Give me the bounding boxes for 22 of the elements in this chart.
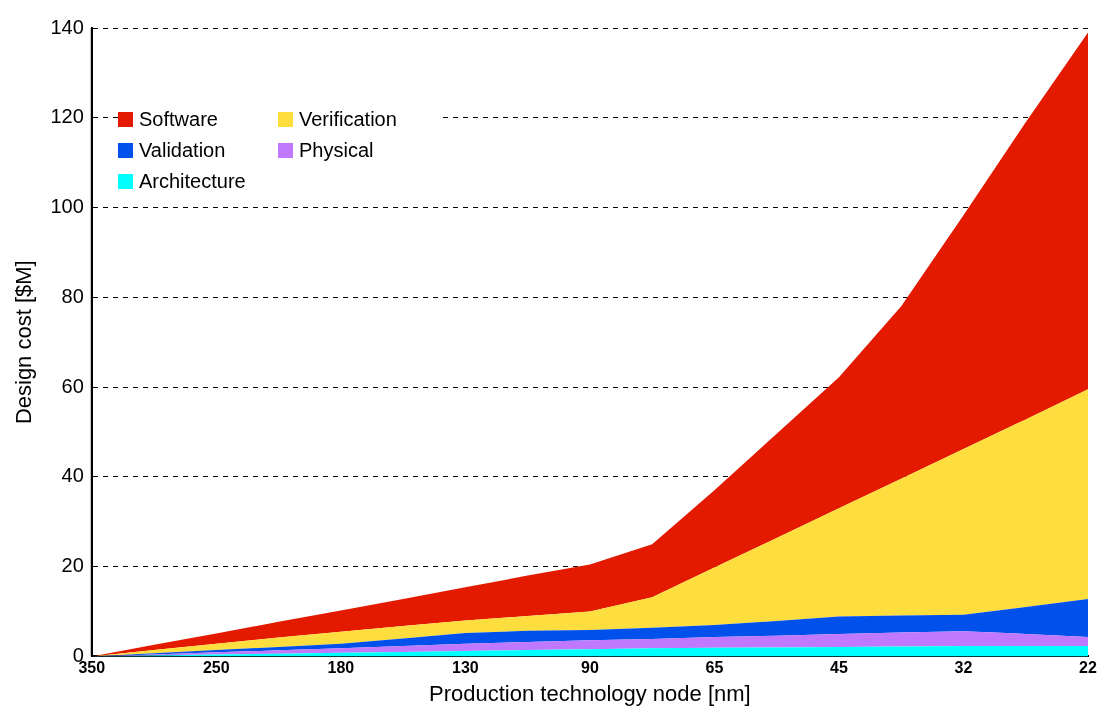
- y-tick-label: 140: [50, 15, 84, 38]
- legend-label: Validation: [139, 139, 226, 162]
- legend-label: Physical: [299, 139, 374, 162]
- x-tick-label: 180: [327, 659, 355, 677]
- x-tick-label: 45: [830, 659, 848, 677]
- y-tick-label: 100: [50, 195, 84, 218]
- y-tick-label: 120: [50, 105, 84, 128]
- legend-label: Verification: [299, 108, 397, 131]
- y-tick-label: 40: [61, 464, 84, 487]
- x-tick-label: 130: [452, 659, 479, 677]
- y-tick-label: 80: [61, 284, 84, 307]
- x-tick-label: 22: [1079, 659, 1097, 677]
- x-tick-label: 65: [705, 659, 724, 677]
- x-tick-label: 32: [954, 659, 973, 677]
- x-axis-title: Production technology node [nm]: [429, 680, 751, 706]
- legend-label: Software: [139, 108, 218, 131]
- y-tick-label: 60: [61, 374, 84, 397]
- x-tick-label: 90: [580, 659, 599, 677]
- y-axis-title: Design cost [$M]: [11, 260, 37, 425]
- x-tick-label: 250: [202, 659, 230, 677]
- y-tick-label: 20: [61, 554, 84, 577]
- legend-label: Architecture: [139, 170, 246, 193]
